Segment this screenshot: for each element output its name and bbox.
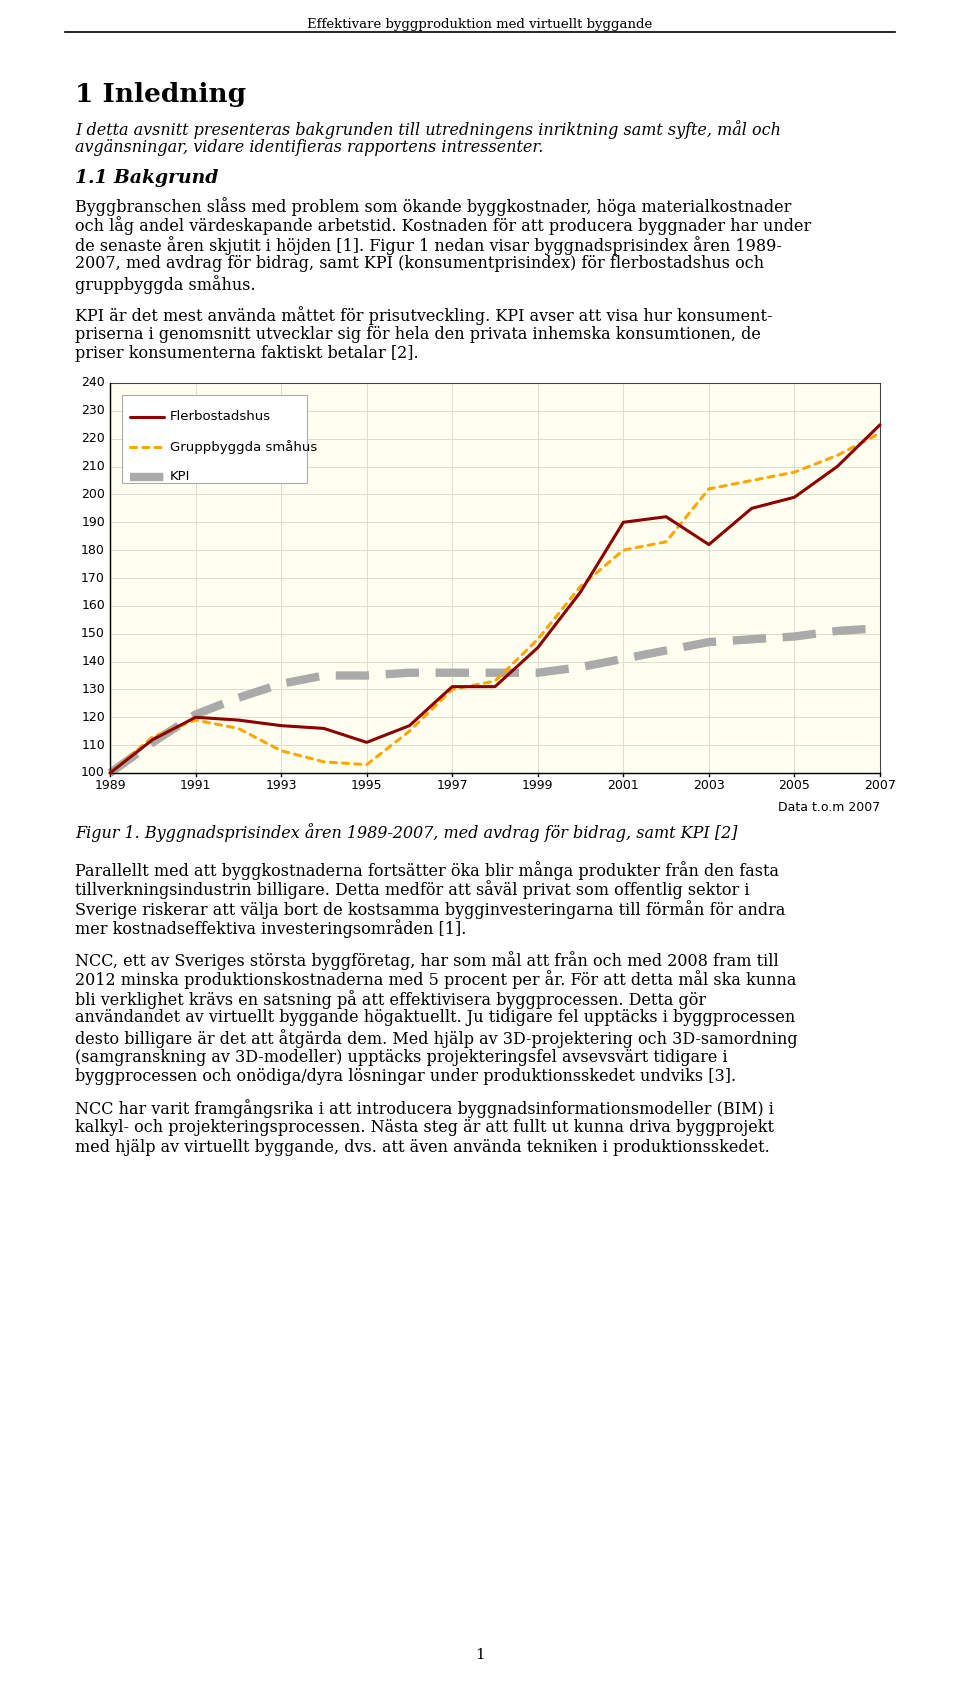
Text: mer kostnadseffektiva investeringsområden [1].: mer kostnadseffektiva investeringsområde… xyxy=(75,919,467,938)
Text: avgänsningar, vidare identifieras rapportens intressenter.: avgänsningar, vidare identifieras rappor… xyxy=(75,140,543,157)
Text: och låg andel värdeskapande arbetstid. Kostnaden för att producera byggnader har: och låg andel värdeskapande arbetstid. K… xyxy=(75,217,811,236)
Text: 1997: 1997 xyxy=(437,780,468,791)
Text: (samgranskning av 3D-modeller) upptäcks projekteringsfel avsevsvärt tidigare i: (samgranskning av 3D-modeller) upptäcks … xyxy=(75,1049,728,1066)
Text: Sverige riskerar att välja bort de kostsamma bygginvesteringarna till förmån för: Sverige riskerar att välja bort de kosts… xyxy=(75,899,785,919)
Text: NCC har varit framgångsrika i att introducera byggnadsinformationsmodeller (BIM): NCC har varit framgångsrika i att introd… xyxy=(75,1100,774,1118)
Text: 190: 190 xyxy=(82,515,105,529)
Text: 2007: 2007 xyxy=(864,780,896,791)
Text: gruppbyggda småhus.: gruppbyggda småhus. xyxy=(75,274,255,295)
Bar xyxy=(122,396,307,483)
Text: 2001: 2001 xyxy=(608,780,639,791)
Text: 110: 110 xyxy=(82,739,105,751)
Text: 1993: 1993 xyxy=(265,780,297,791)
Text: 1989: 1989 xyxy=(94,780,126,791)
Text: 1995: 1995 xyxy=(350,780,382,791)
Text: Flerbostadshus: Flerbostadshus xyxy=(170,411,271,423)
Text: 2012 minska produktionskostnaderna med 5 procent per år. För att detta mål ska k: 2012 minska produktionskostnaderna med 5… xyxy=(75,970,797,990)
Text: 100: 100 xyxy=(82,766,105,780)
Text: bli verklighet krävs en satsning på att effektivisera byggprocessen. Detta gör: bli verklighet krävs en satsning på att … xyxy=(75,990,707,1009)
Text: 170: 170 xyxy=(82,571,105,584)
Text: 2007, med avdrag för bidrag, samt KPI (konsumentprisindex) för flerbostadshus oc: 2007, med avdrag för bidrag, samt KPI (k… xyxy=(75,256,764,273)
Text: I detta avsnitt presenteras bakgrunden till utredningens inriktning samt syfte, : I detta avsnitt presenteras bakgrunden t… xyxy=(75,120,780,138)
Text: användandet av virtuellt byggande högaktuellt. Ju tidigare fel upptäcks i byggpr: användandet av virtuellt byggande högakt… xyxy=(75,1009,795,1027)
Text: 160: 160 xyxy=(82,600,105,613)
Text: Parallellt med att byggkostnaderna fortsätter öka blir många produkter från den : Parallellt med att byggkostnaderna forts… xyxy=(75,861,779,881)
Text: tillverkningsindustrin billigare. Detta medför att såväl privat som offentlig se: tillverkningsindustrin billigare. Detta … xyxy=(75,881,750,899)
Text: Effektivare byggproduktion med virtuellt byggande: Effektivare byggproduktion med virtuellt… xyxy=(307,19,653,30)
Text: NCC, ett av Sveriges största byggföretag, har som mål att från och med 2008 fram: NCC, ett av Sveriges största byggföretag… xyxy=(75,951,779,970)
Text: 1: 1 xyxy=(475,1649,485,1662)
Text: byggprocessen och onödiga/dyra lösningar under produktionsskedet undviks [3].: byggprocessen och onödiga/dyra lösningar… xyxy=(75,1068,736,1084)
Text: 120: 120 xyxy=(82,711,105,724)
Text: 1991: 1991 xyxy=(180,780,211,791)
Text: 180: 180 xyxy=(82,544,105,557)
Bar xyxy=(110,382,880,773)
Text: de senaste åren skjutit i höjden [1]. Figur 1 nedan visar byggnadsprisindex åren: de senaste åren skjutit i höjden [1]. Fi… xyxy=(75,236,781,254)
Text: KPI: KPI xyxy=(170,470,190,483)
Text: 210: 210 xyxy=(82,460,105,473)
Text: 240: 240 xyxy=(82,377,105,389)
Text: 220: 220 xyxy=(82,433,105,445)
Text: priser konsumenterna faktiskt betalar [2].: priser konsumenterna faktiskt betalar [2… xyxy=(75,345,419,362)
Text: 140: 140 xyxy=(82,655,105,669)
Text: Data t.o.m 2007: Data t.o.m 2007 xyxy=(778,802,880,813)
Text: 2005: 2005 xyxy=(779,780,810,791)
Text: Figur 1. Byggnadsprisindex åren 1989-2007, med avdrag för bidrag, samt KPI [2]: Figur 1. Byggnadsprisindex åren 1989-200… xyxy=(75,823,737,842)
Text: Gruppbyggda småhus: Gruppbyggda småhus xyxy=(170,440,317,455)
Text: 150: 150 xyxy=(82,626,105,640)
Text: Byggbranschen slåss med problem som ökande byggkostnader, höga materialkostnader: Byggbranschen slåss med problem som ökan… xyxy=(75,197,791,216)
Text: 1999: 1999 xyxy=(522,780,554,791)
Text: med hjälp av virtuellt byggande, dvs. att även använda tekniken i produktionsske: med hjälp av virtuellt byggande, dvs. at… xyxy=(75,1138,770,1155)
Text: priserna i genomsnitt utvecklar sig för hela den privata inhemska konsumtionen, : priserna i genomsnitt utvecklar sig för … xyxy=(75,327,761,344)
Text: 130: 130 xyxy=(82,684,105,695)
Text: 200: 200 xyxy=(82,488,105,500)
Text: desto billigare är det att åtgärda dem. Med hjälp av 3D-projektering och 3D-samo: desto billigare är det att åtgärda dem. … xyxy=(75,1029,798,1047)
Text: 2003: 2003 xyxy=(693,780,725,791)
Text: 1.1 Bakgrund: 1.1 Bakgrund xyxy=(75,168,218,187)
Text: 1 Inledning: 1 Inledning xyxy=(75,83,246,108)
Text: KPI är det mest använda måttet för prisutveckling. KPI avser att visa hur konsum: KPI är det mest använda måttet för prisu… xyxy=(75,306,773,325)
Text: kalkyl- och projekteringsprocessen. Nästa steg är att fullt ut kunna driva byggp: kalkyl- och projekteringsprocessen. Näst… xyxy=(75,1118,774,1137)
Text: 230: 230 xyxy=(82,404,105,418)
